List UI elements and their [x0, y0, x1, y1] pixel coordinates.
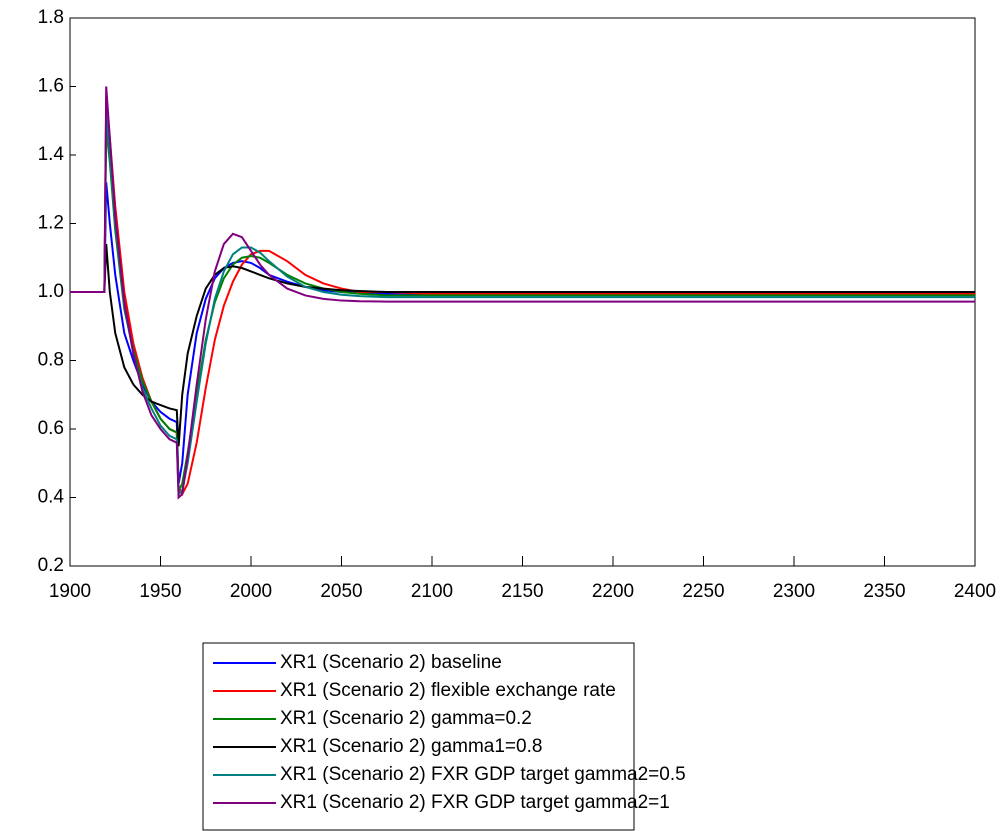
- x-tick-label: 2400: [954, 581, 996, 602]
- x-tick-label: 2050: [320, 581, 362, 602]
- legend-label: XR1 (Scenario 2) gamma1=0.8: [280, 736, 542, 757]
- series-line: [70, 96, 975, 497]
- series-line: [70, 113, 975, 497]
- y-tick-label: 1.6: [38, 76, 64, 97]
- x-tick-label: 2250: [682, 581, 724, 602]
- y-tick-label: 1.0: [38, 281, 64, 302]
- legend-label: XR1 (Scenario 2) FXR GDP target gamma2=0…: [280, 764, 686, 785]
- y-tick-label: 0.6: [38, 418, 64, 439]
- y-tick-label: 0.8: [38, 350, 64, 371]
- legend-label: XR1 (Scenario 2) gamma=0.2: [280, 708, 532, 729]
- legend-label: XR1 (Scenario 2) flexible exchange rate: [280, 680, 616, 701]
- y-tick-label: 1.2: [38, 213, 64, 234]
- series-line: [70, 243, 975, 447]
- y-tick-label: 1.4: [38, 144, 65, 165]
- x-tick-label: 2350: [863, 581, 905, 602]
- y-tick-label: 1.8: [38, 7, 64, 28]
- series-line: [70, 86, 975, 500]
- x-tick-label: 2100: [411, 581, 453, 602]
- x-tick-label: 1950: [139, 581, 181, 602]
- legend-box: [202, 642, 635, 831]
- x-tick-label: 2300: [773, 581, 815, 602]
- series-line: [70, 127, 975, 495]
- legend-label: XR1 (Scenario 2) FXR GDP target gamma2=1: [280, 792, 670, 813]
- legend-label: XR1 (Scenario 2) baseline: [280, 652, 502, 673]
- x-tick-label: 2000: [230, 581, 272, 602]
- x-tick-label: 2200: [592, 581, 634, 602]
- series-line: [70, 182, 975, 484]
- x-tick-label: 2150: [501, 581, 543, 602]
- x-tick-label: 1900: [49, 581, 91, 602]
- y-tick-label: 0.2: [38, 555, 64, 576]
- y-tick-label: 0.4: [38, 487, 65, 508]
